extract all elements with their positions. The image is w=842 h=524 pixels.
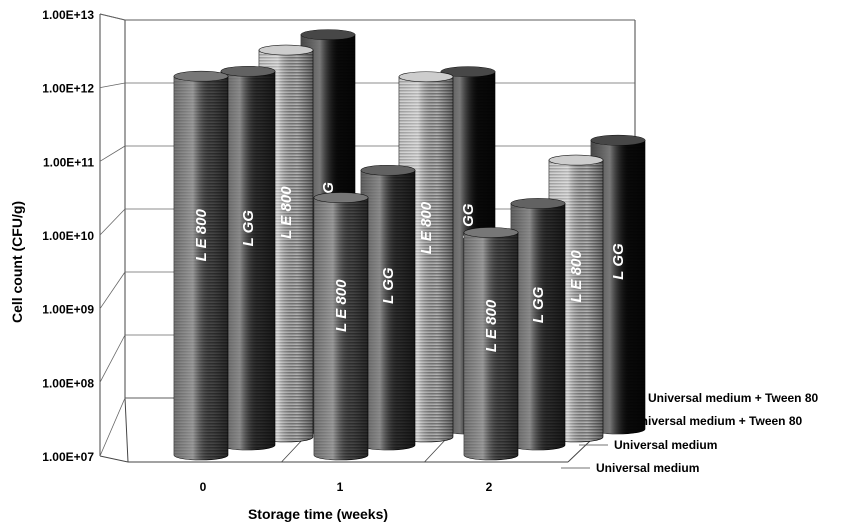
x-tick-label: 2	[486, 480, 493, 494]
bar-label: L GG	[240, 210, 257, 247]
bar: L E 800	[463, 227, 519, 461]
y-tick-label: 1.00E+13	[42, 8, 94, 22]
bar-label: L E 800	[278, 186, 295, 239]
bar: L GG	[360, 164, 416, 451]
depth-label: Universal medium + Tween 80	[648, 391, 819, 405]
bar-label: L E 800	[418, 201, 435, 254]
bar-label: L E 800	[483, 299, 500, 352]
x-tick-labels: 0 1 2	[200, 480, 493, 494]
bar: L GG	[590, 134, 646, 435]
bar: L GG	[510, 198, 566, 451]
bar-label: L GG	[380, 267, 397, 304]
bar-label: L GG	[530, 286, 547, 323]
depth-label: Universal medium	[614, 438, 717, 452]
bar: L GG	[220, 65, 276, 451]
y-axis-title: Cell count (CFU/g)	[9, 201, 25, 323]
x-tick-label: 1	[337, 480, 344, 494]
y-tick-label: 1.00E+11	[43, 155, 94, 169]
y-tick-label: 1.00E+07	[42, 450, 94, 464]
bar-label: L E 800	[333, 279, 350, 332]
y-tick-label: 1.00E+08	[42, 376, 94, 390]
y-tick-label: 1.00E+09	[42, 303, 94, 317]
x-axis-title: Storage time (weeks)	[248, 506, 388, 522]
bar-label: L E 800	[193, 209, 210, 262]
x-tick-label: 0	[200, 480, 207, 494]
bar: L E 800	[173, 70, 229, 461]
depth-labels: Universal medium Universal medium Universa…	[596, 391, 819, 475]
bar: L E 800	[313, 192, 369, 461]
depth-label: Universal medium + Tween 80	[632, 414, 803, 428]
depth-label: Universal medium	[596, 461, 699, 475]
y-tick-labels: 1.00E+07 1.00E+08 1.00E+09 1.00E+10 1.00E+11…	[42, 8, 94, 464]
y-tick-label: 1.00E+10	[42, 229, 94, 243]
y-tick-label: 1.00E+12	[42, 82, 94, 96]
bar-label: L E 800	[568, 250, 585, 303]
bar-label: L GG	[610, 243, 627, 280]
